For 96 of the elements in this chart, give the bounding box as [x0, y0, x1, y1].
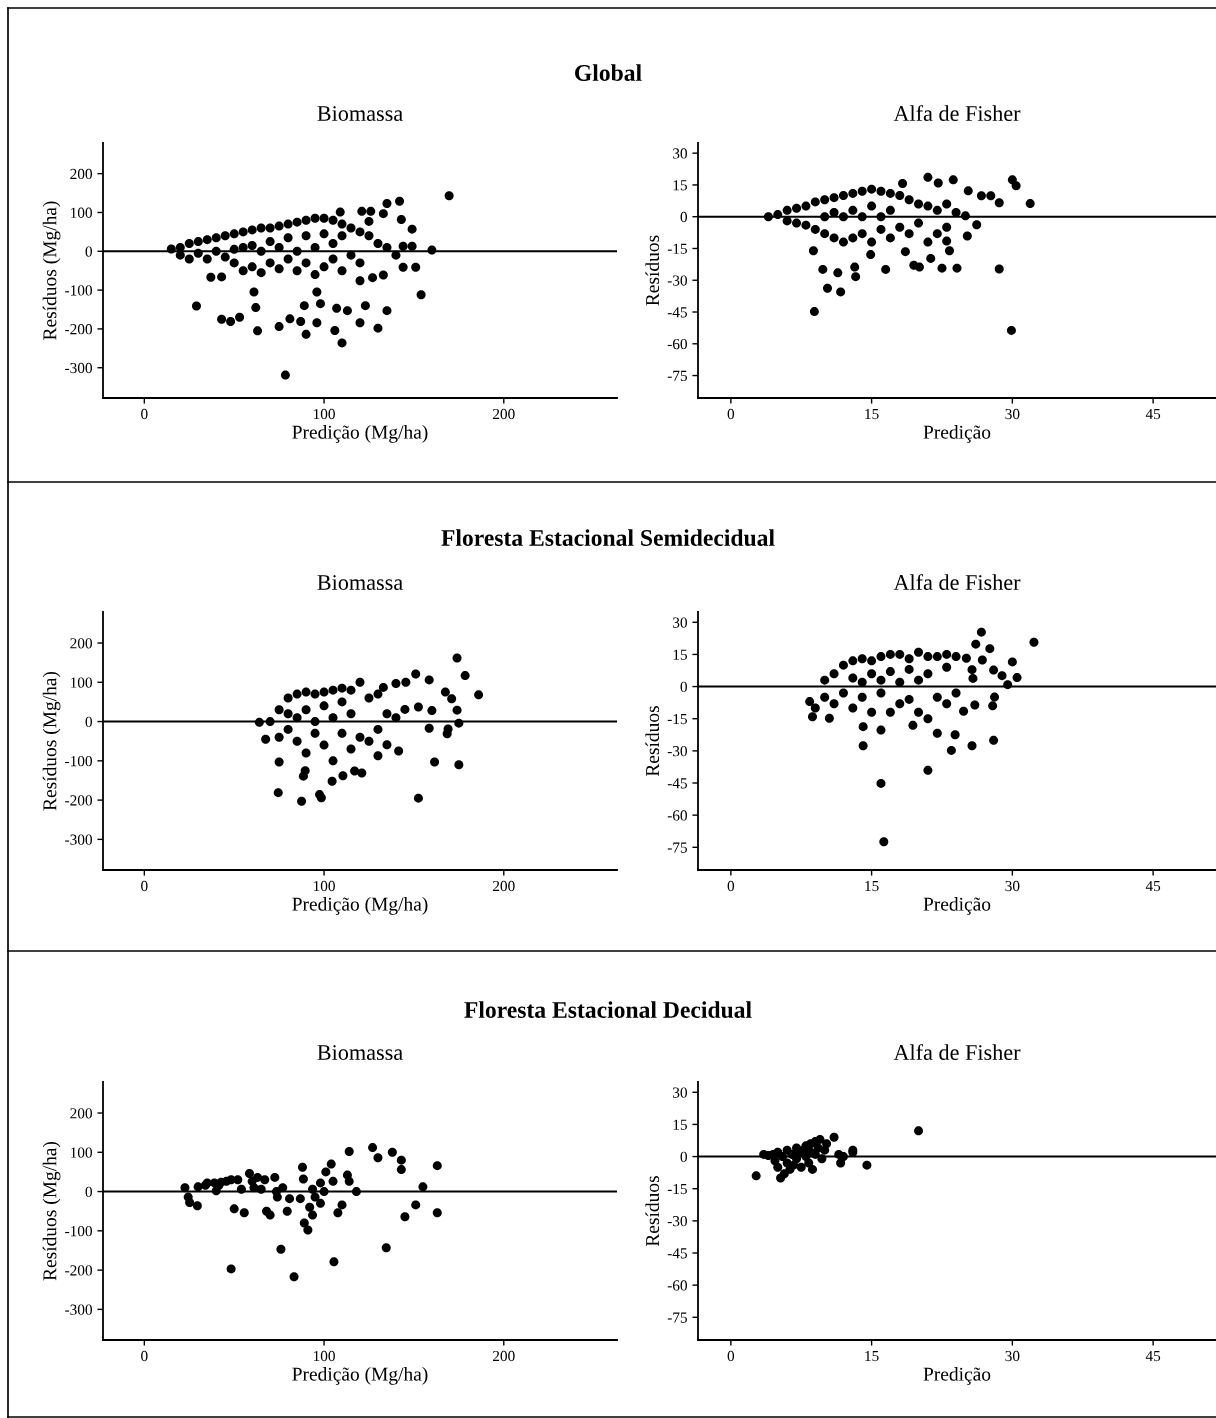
y-tick-label: -15: [667, 243, 687, 254]
y-tick-label: 100: [71, 207, 92, 218]
y-tick-label: -60: [667, 338, 687, 350]
y-tick-label: 15: [673, 1119, 687, 1130]
y-tick-label: -300: [65, 362, 92, 374]
chart-title: Alfa de Fisher: [893, 1044, 1021, 1060]
text: Floresta Estacional Decidual: [464, 1001, 752, 1018]
y-tick-label: -60: [667, 810, 687, 821]
y-axis-title: Resíduos: [645, 706, 660, 777]
point: [817, 1154, 827, 1164]
y-axis-title: Resíduos (Mg/ha): [42, 201, 61, 340]
y-tick-label: -30: [667, 1216, 687, 1227]
x-axis-title: Predição: [923, 425, 991, 443]
y-tick-label: -15: [667, 713, 687, 725]
x-tick-label: 15: [865, 880, 879, 892]
y-tick-label: -30: [667, 275, 687, 286]
point: [777, 1152, 787, 1162]
y-tick-label: -45: [667, 778, 687, 789]
y-tick-label: -200: [65, 1265, 92, 1276]
point: [822, 1139, 832, 1149]
point: [751, 1171, 761, 1181]
y-tick-label: -75: [667, 842, 687, 853]
text: Floresta Estacional Semidecidual: [441, 529, 775, 546]
x-tick-label: 200: [492, 408, 515, 420]
x-tick-label: 30: [1005, 408, 1020, 420]
y-tick-label: 100: [71, 1147, 92, 1158]
y-axis-title: Resíduos (Mg/ha): [42, 1141, 61, 1281]
x-tick-label: 0: [141, 408, 148, 420]
y-tick-label: -200: [65, 324, 92, 335]
y-tick-label: -60: [667, 1280, 687, 1291]
y-tick-label: 30: [673, 617, 687, 628]
y-axis-title: Resíduos (Mg/ha): [42, 671, 61, 811]
chart-title: Alfa de Fisher: [893, 105, 1021, 121]
text: Global: [575, 64, 642, 81]
chart-title: Alfa de Fisher: [893, 574, 1021, 590]
y-tick-label: -45: [667, 307, 687, 318]
y-tick-label: 30: [673, 1087, 687, 1098]
y-tick-label: 100: [71, 677, 92, 688]
x-tick-label: 15: [865, 1350, 879, 1362]
x-axis-title: Predição (Mg/ha): [292, 425, 428, 443]
x-axis-title: Predição: [923, 1367, 991, 1385]
y-axis-title: Resíduos: [645, 235, 660, 306]
y-tick-label: 0: [85, 716, 92, 728]
y-tick-label: 0: [85, 246, 92, 257]
y-tick-label: -300: [65, 834, 92, 845]
x-tick-label: 45: [1145, 880, 1161, 892]
y-tick-label: 15: [673, 180, 687, 191]
x-axis-title: Predição (Mg/ha): [292, 897, 428, 915]
y-tick-label: 30: [673, 148, 687, 159]
y-tick-label: -200: [65, 795, 92, 806]
y-tick-label: -100: [65, 1225, 92, 1237]
x-tick-label: 45: [1145, 1350, 1161, 1362]
x-tick-label: 30: [1005, 1350, 1020, 1362]
x-tick-label: 100: [313, 408, 335, 420]
y-tick-label: -300: [65, 1304, 92, 1315]
y-tick-label: -15: [667, 1183, 687, 1195]
y-tick-label: -75: [667, 370, 687, 381]
chart-title: Biomassa: [317, 575, 403, 590]
x-axis-title: Predição (Mg/ha): [292, 1367, 428, 1385]
y-axis-title: Resíduos: [645, 1176, 660, 1247]
point: [773, 1162, 783, 1172]
y-tick-label: -45: [667, 1248, 687, 1259]
y-tick-label: 0: [680, 1151, 687, 1163]
chart-title: Biomassa: [317, 1045, 403, 1060]
y-tick-label: -30: [667, 746, 687, 757]
point: [914, 1126, 924, 1136]
y-tick-label: 200: [70, 638, 92, 649]
y-tick-label: -100: [65, 285, 92, 296]
point: [829, 1132, 839, 1142]
x-tick-label: 0: [141, 880, 148, 892]
y-tick-label: -75: [667, 1312, 687, 1323]
y-tick-label: 15: [673, 649, 687, 660]
point: [796, 1162, 806, 1172]
y-tick-label: 0: [680, 211, 687, 223]
x-tick-label: 0: [141, 1350, 148, 1362]
x-tick-label: 15: [865, 408, 879, 420]
point: [815, 1134, 825, 1144]
x-tick-label: 200: [492, 1350, 515, 1362]
chart-title: Biomassa: [317, 106, 403, 121]
y-tick-label: -100: [65, 755, 92, 767]
point: [838, 1152, 848, 1162]
x-tick-label: 0: [727, 880, 735, 892]
y-tick-label: 0: [680, 681, 687, 693]
x-tick-label: 0: [727, 1350, 735, 1362]
x-tick-label: 0: [727, 408, 735, 420]
point: [807, 1164, 817, 1174]
x-tick-label: 100: [313, 880, 335, 892]
x-tick-label: 30: [1005, 880, 1020, 892]
y-tick-label: 200: [70, 1108, 92, 1119]
x-tick-label: 200: [492, 880, 515, 892]
y-tick-label: 200: [70, 168, 92, 180]
x-tick-label: 45: [1145, 408, 1161, 420]
x-tick-label: 100: [313, 1350, 335, 1362]
point: [862, 1160, 872, 1170]
x-axis-title: Predição: [923, 897, 991, 915]
y-tick-label: 0: [85, 1186, 92, 1198]
